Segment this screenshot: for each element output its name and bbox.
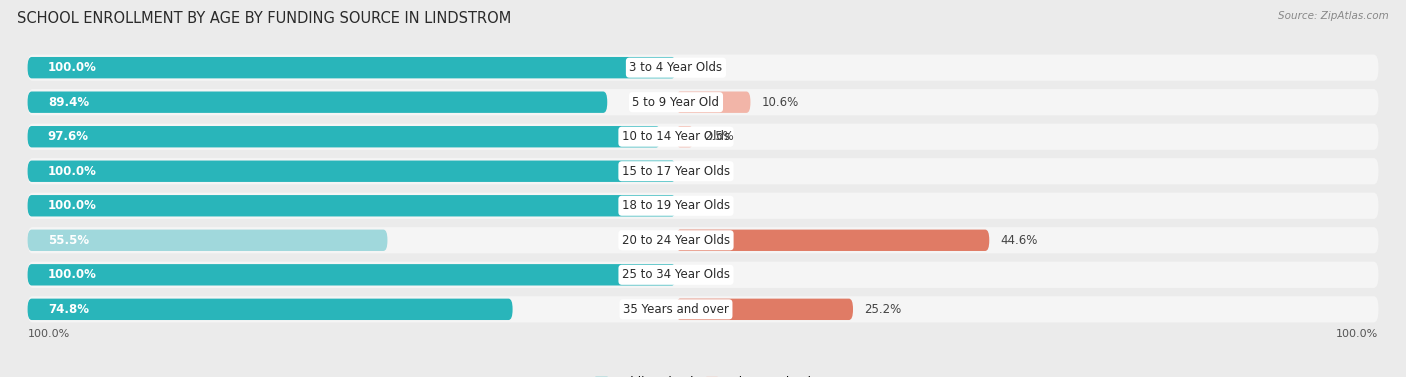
FancyBboxPatch shape xyxy=(676,230,990,251)
FancyBboxPatch shape xyxy=(28,262,1378,288)
Text: 97.6%: 97.6% xyxy=(48,130,89,143)
FancyBboxPatch shape xyxy=(676,126,693,147)
Text: 35 Years and over: 35 Years and over xyxy=(623,303,728,316)
Text: SCHOOL ENROLLMENT BY AGE BY FUNDING SOURCE IN LINDSTROM: SCHOOL ENROLLMENT BY AGE BY FUNDING SOUR… xyxy=(17,11,512,26)
FancyBboxPatch shape xyxy=(28,55,1378,81)
Text: 100.0%: 100.0% xyxy=(28,329,70,339)
Text: 89.4%: 89.4% xyxy=(48,96,89,109)
FancyBboxPatch shape xyxy=(28,195,676,216)
Text: 10.6%: 10.6% xyxy=(761,96,799,109)
Legend: Public School, Private School: Public School, Private School xyxy=(595,376,811,377)
FancyBboxPatch shape xyxy=(28,158,1378,184)
Text: 3 to 4 Year Olds: 3 to 4 Year Olds xyxy=(630,61,723,74)
FancyBboxPatch shape xyxy=(28,296,1378,322)
FancyBboxPatch shape xyxy=(28,124,1378,150)
Text: 18 to 19 Year Olds: 18 to 19 Year Olds xyxy=(621,199,730,212)
Text: 100.0%: 100.0% xyxy=(48,165,97,178)
Text: 100.0%: 100.0% xyxy=(48,199,97,212)
Text: 10 to 14 Year Olds: 10 to 14 Year Olds xyxy=(621,130,730,143)
Text: 100.0%: 100.0% xyxy=(48,268,97,281)
Text: 55.5%: 55.5% xyxy=(48,234,89,247)
FancyBboxPatch shape xyxy=(28,92,607,113)
FancyBboxPatch shape xyxy=(28,126,661,147)
Text: 74.8%: 74.8% xyxy=(48,303,89,316)
Text: 100.0%: 100.0% xyxy=(48,61,97,74)
FancyBboxPatch shape xyxy=(28,299,513,320)
FancyBboxPatch shape xyxy=(28,89,1378,115)
FancyBboxPatch shape xyxy=(676,92,751,113)
Text: 2.5%: 2.5% xyxy=(704,130,734,143)
FancyBboxPatch shape xyxy=(676,299,853,320)
FancyBboxPatch shape xyxy=(28,227,1378,253)
FancyBboxPatch shape xyxy=(28,57,676,78)
FancyBboxPatch shape xyxy=(28,264,676,285)
Text: 100.0%: 100.0% xyxy=(1336,329,1378,339)
FancyBboxPatch shape xyxy=(28,230,388,251)
Text: 25.2%: 25.2% xyxy=(863,303,901,316)
Text: 44.6%: 44.6% xyxy=(1000,234,1038,247)
Text: Source: ZipAtlas.com: Source: ZipAtlas.com xyxy=(1278,11,1389,21)
Text: 5 to 9 Year Old: 5 to 9 Year Old xyxy=(633,96,720,109)
Text: 25 to 34 Year Olds: 25 to 34 Year Olds xyxy=(621,268,730,281)
Text: 20 to 24 Year Olds: 20 to 24 Year Olds xyxy=(621,234,730,247)
FancyBboxPatch shape xyxy=(28,161,676,182)
Text: 15 to 17 Year Olds: 15 to 17 Year Olds xyxy=(621,165,730,178)
FancyBboxPatch shape xyxy=(28,193,1378,219)
